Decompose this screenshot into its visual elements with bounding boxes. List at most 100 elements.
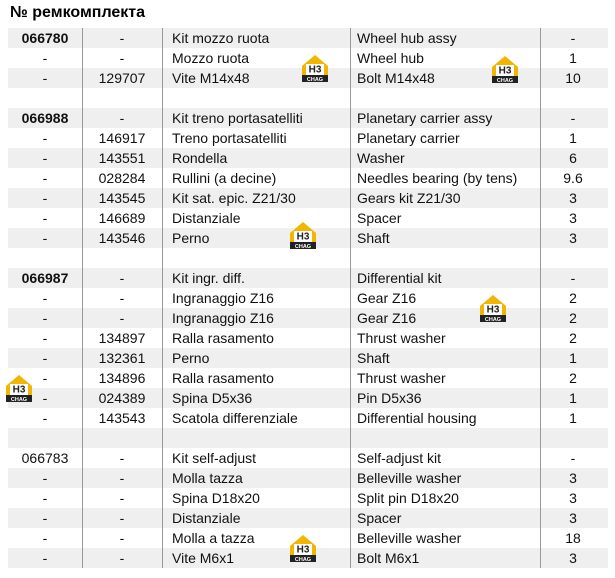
table-row: - 132361 Perno Shaft 1: [8, 348, 608, 368]
table-row: - 143551 Rondella Washer 6: [8, 148, 608, 168]
table-cell: Pin D5x36: [357, 390, 422, 406]
table-cell: -: [119, 270, 125, 286]
table-cell: -: [570, 30, 576, 46]
table-cell: Belleville washer: [357, 530, 462, 546]
table-cell: 1: [569, 130, 577, 146]
table-cell: 1: [569, 350, 577, 366]
table-cell: Spacer: [357, 510, 402, 526]
badge-band: [492, 76, 518, 83]
badge-code: H3: [297, 232, 310, 243]
table-cell: Differential housing: [357, 410, 477, 426]
table-cell: -: [119, 470, 125, 486]
table-cell: -: [119, 450, 125, 466]
table-cell: -: [119, 530, 125, 546]
table-cell: 3: [569, 470, 577, 486]
table-cell: Planetary carrier: [357, 130, 460, 146]
table-cell: Gear Z16: [357, 290, 417, 306]
table-cell: 2: [569, 370, 577, 386]
table-row: 066987 - Kit ingr. diff. Differential kit -: [8, 268, 608, 288]
table-row: - - Ingranaggio Z16 Gear Z16 2: [8, 288, 608, 308]
table-cell: Kit self-adjust: [172, 450, 257, 466]
table-cell: 3: [569, 510, 577, 526]
kit-number: -: [42, 390, 48, 406]
table-cell: 134897: [98, 330, 146, 346]
table-cell: Needles bearing (by tens): [357, 170, 518, 186]
table-row: - 143543 Scatola differenziale Differential…: [8, 408, 608, 428]
badge-label: CHAG: [295, 557, 311, 563]
kit-number: -: [42, 410, 48, 426]
table-cell: -: [570, 270, 576, 286]
table-row: - - Mozzo ruota Wheel hub 1: [8, 48, 608, 68]
table-cell: Gear Z16: [357, 310, 417, 326]
table-row: - - Spina D18x20 Split pin D18x20 3: [8, 488, 608, 508]
table-cell: 1: [569, 50, 577, 66]
table-cell: Planetary carrier assy: [357, 110, 493, 126]
table-row: [8, 428, 608, 448]
kit-number: -: [42, 150, 48, 166]
table-cell: -: [119, 50, 125, 66]
badge-label: CHAG: [295, 244, 311, 250]
badge-band: [480, 315, 506, 322]
table-cell: Spacer: [357, 210, 402, 226]
table-row: - - Distanziale Spacer 3: [8, 508, 608, 528]
badge-code: H3: [309, 65, 322, 76]
table-cell: 6: [569, 150, 577, 166]
badge-window: [294, 544, 312, 555]
badge-window: [306, 64, 324, 75]
table-cell: 3: [569, 190, 577, 206]
kit-number: 066783: [21, 450, 69, 466]
table-row: [8, 248, 608, 268]
table-row: [8, 88, 608, 108]
badge-label: CHAG: [307, 77, 323, 83]
table-cell: Wheel hub assy: [357, 30, 457, 46]
table-cell: Ralla rasamento: [172, 370, 274, 386]
kit-number: -: [42, 210, 48, 226]
table-cell: Vite M14x48: [172, 70, 250, 86]
table-cell: Ralla rasamento: [172, 330, 274, 346]
table-cell: Bolt M6x1: [357, 550, 420, 566]
table-cell: -: [119, 30, 125, 46]
table-cell: 143543: [98, 410, 146, 426]
table-cell: Kit sat. epic. Z21/30: [172, 190, 296, 206]
badge-band: [290, 555, 316, 562]
table-cell: 2: [569, 330, 577, 346]
table-cell: 1: [569, 410, 577, 426]
table-cell: Scatola differenziale: [172, 410, 298, 426]
table-cell: 9.6: [563, 170, 583, 186]
table-cell: Thrust washer: [357, 330, 446, 346]
table-cell: -: [570, 450, 576, 466]
table-row: 066988 - Kit treno portasatelliti Planetary…: [8, 108, 608, 128]
kit-number: -: [42, 530, 48, 546]
table-cell: 129707: [98, 70, 146, 86]
table-cell: Treno portasatelliti: [172, 130, 287, 146]
kit-number: 066780: [21, 30, 69, 46]
table-cell: -: [570, 110, 576, 126]
kit-number: 066987: [21, 270, 69, 286]
table-cell: Thrust washer: [357, 370, 446, 386]
kit-number: -: [42, 510, 48, 526]
table-row: - 134897 Ralla rasamento Thrust washer 2: [8, 328, 608, 348]
badge-band: [6, 395, 32, 402]
table-cell: 143551: [98, 150, 146, 166]
table-cell: Distanziale: [172, 510, 241, 526]
table-cell: 10: [565, 70, 581, 86]
table-cell: Kit mozzo ruota: [172, 30, 270, 46]
column-divider: [162, 28, 163, 568]
table-row: 066780 - Kit mozzo ruota Wheel hub assy -: [8, 28, 608, 48]
table-cell: -: [119, 110, 125, 126]
table-cell: 143546: [98, 230, 146, 246]
badge-window: [10, 384, 28, 395]
badge-code: H3: [13, 385, 26, 396]
table-row: - 143545 Kit sat. epic. Z21/30 Gears kit Z2…: [8, 188, 608, 208]
table-cell: Gears kit Z21/30: [357, 190, 461, 206]
table-cell: Rondella: [172, 150, 228, 166]
table-cell: Split pin D18x20: [357, 490, 459, 506]
table-cell: Perno: [172, 230, 210, 246]
table-cell: 146917: [98, 130, 146, 146]
kit-number: -: [42, 230, 48, 246]
